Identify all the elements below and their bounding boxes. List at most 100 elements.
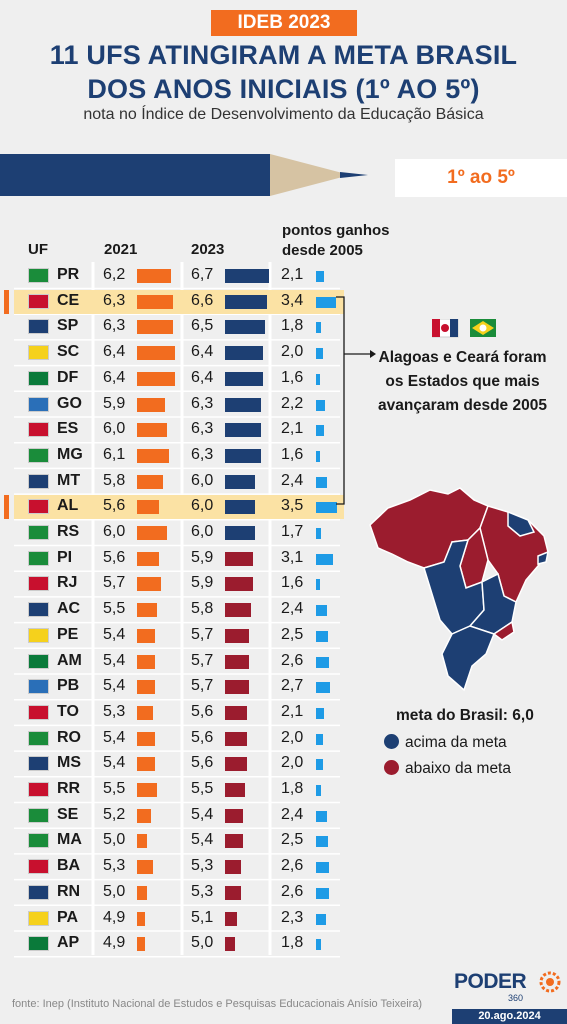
bar-2021 (137, 705, 153, 720)
bar-2023 (225, 371, 263, 386)
value-2023: 5,0 (191, 934, 214, 952)
value-2021: 5,7 (103, 574, 126, 592)
bar-2023 (225, 500, 255, 515)
value-gain: 2,5 (281, 831, 304, 849)
bar-2023 (225, 808, 243, 823)
bar-2023 (225, 603, 251, 618)
callout-line1: Alagoas e Ceará foram (378, 349, 547, 366)
bar-2021 (137, 474, 163, 489)
bar-2023 (225, 320, 265, 335)
bar-2023 (225, 474, 255, 489)
flag-al-icon (28, 499, 49, 515)
value-gain: 2,5 (281, 625, 304, 643)
table-row: PA 4,9 5,1 2,3 (0, 907, 340, 931)
map-south (441, 625, 495, 692)
flag-es-icon (28, 422, 49, 438)
bar-2023 (225, 860, 241, 875)
bar-2021 (137, 783, 157, 797)
value-gain: 1,8 (281, 934, 304, 952)
value-2021: 6,4 (103, 343, 126, 361)
source-note: fonte: Inep (Instituto Nacional de Estud… (12, 998, 423, 1010)
bar-2021 (137, 911, 145, 926)
value-2023: 6,7 (191, 266, 214, 283)
value-2021: 5,6 (103, 497, 126, 515)
value-2021: 5,5 (103, 600, 126, 618)
flag-rn-icon (28, 884, 49, 900)
flag-pe-icon (28, 627, 49, 643)
map-alagoas (537, 550, 550, 565)
callout-line2: os Estados que mais (385, 373, 540, 390)
bar-gain (316, 682, 330, 694)
bar-2021 (137, 346, 175, 361)
table-row: TO 5,3 5,6 2,1 (0, 701, 340, 725)
uf-label: SE (57, 805, 79, 823)
value-2023: 5,3 (191, 882, 214, 900)
value-2023: 6,0 (191, 471, 214, 489)
flag-ap-icon (28, 936, 49, 952)
bar-2023 (225, 448, 261, 463)
value-2023: 6,3 (191, 445, 214, 463)
bar-gain (316, 476, 327, 488)
legend-above-swatch (384, 734, 399, 749)
bar-2021 (137, 937, 145, 952)
map-rio (492, 620, 515, 641)
value-2021: 5,9 (103, 394, 126, 412)
flag-go-icon (28, 396, 49, 412)
bar-gain (316, 913, 326, 925)
map-ceara (507, 510, 536, 537)
value-2023: 5,7 (191, 625, 214, 643)
brazil-map (369, 487, 550, 692)
value-2023: 5,6 (191, 702, 214, 720)
value-gain: 2,3 (281, 908, 304, 926)
uf-label: MT (57, 471, 81, 489)
table-row: RS 6,0 6,0 1,7 (0, 521, 340, 545)
bar-2023 (225, 526, 255, 540)
bar-2021 (137, 500, 159, 515)
flag-am-icon (28, 653, 49, 669)
table-row: SP 6,3 6,5 1,8 (0, 315, 340, 339)
table-row: BA 5,3 5,3 2,6 (0, 855, 340, 879)
value-gain: 1,6 (281, 574, 304, 592)
value-2021: 5,8 (103, 471, 126, 489)
uf-label: PI (57, 548, 73, 566)
value-2021: 5,4 (103, 728, 126, 746)
bar-gain (316, 785, 322, 796)
uf-label: MS (57, 754, 81, 772)
bar-2021 (137, 371, 175, 386)
value-2021: 5,0 (103, 882, 126, 900)
uf-label: MA (57, 831, 82, 849)
value-gain: 2,0 (281, 728, 304, 746)
bar-2021 (137, 834, 147, 849)
flag-ce-icon (28, 293, 49, 309)
bar-2021 (137, 320, 173, 335)
bar-2023 (225, 911, 237, 926)
bar-2023 (225, 705, 247, 720)
uf-label: AP (57, 934, 80, 952)
table-row: SC 6,4 6,4 2,0 (0, 341, 340, 365)
bar-gain (316, 733, 324, 745)
callout-text: Alagoas e Ceará foram os Estados que mai… (360, 346, 565, 418)
page-subtitle: nota no Índice de Desenvolvimento da Edu… (83, 106, 484, 123)
legend-below-swatch (384, 760, 399, 775)
value-2023: 6,3 (191, 420, 214, 438)
value-2023: 6,3 (191, 394, 214, 412)
bar-2023 (225, 577, 253, 592)
value-gain: 1,7 (281, 523, 304, 540)
value-gain: 3,4 (281, 291, 304, 309)
bar-2021 (137, 423, 167, 438)
table-row: CE 6,3 6,6 3,4 (4, 289, 344, 314)
table-row: PB 5,4 5,7 2,7 (0, 675, 340, 699)
bar-2023 (225, 294, 267, 309)
uf-label: AM (57, 651, 82, 669)
table-row: ES 6,0 6,3 2,1 (0, 418, 340, 442)
publish-date: 20.ago.2024 (452, 1009, 567, 1024)
period-label: 1º ao 5º (395, 159, 567, 197)
value-2023: 6,0 (191, 523, 214, 540)
value-gain: 3,5 (281, 497, 304, 515)
flag-ac-icon (28, 602, 49, 618)
bar-2023 (225, 346, 263, 361)
uf-label: RS (57, 523, 80, 540)
uf-label: RN (57, 882, 81, 900)
bar-2021 (137, 551, 159, 566)
